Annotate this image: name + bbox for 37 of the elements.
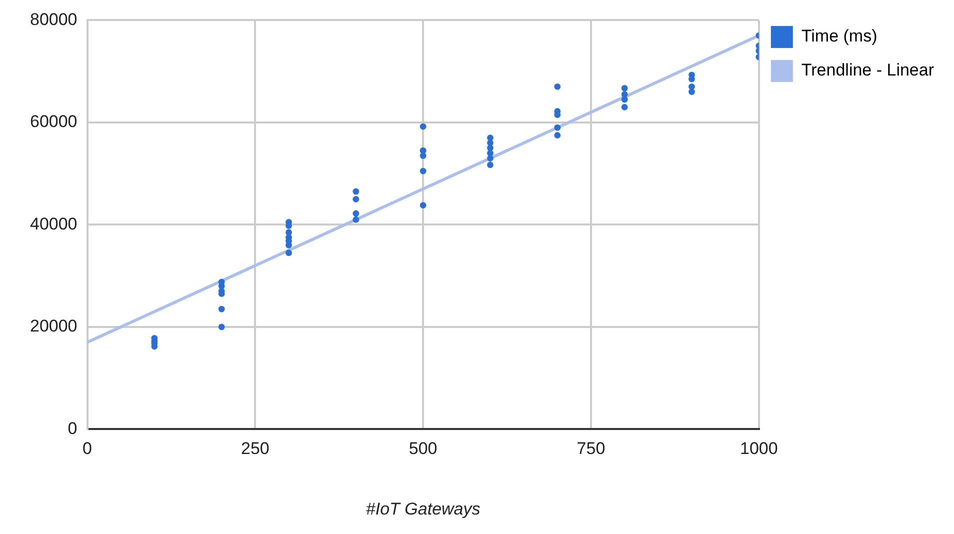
legend-label: Trendline - Linear bbox=[801, 60, 934, 80]
y-tick-label: 60000 bbox=[30, 112, 78, 132]
y-tick-label: 40000 bbox=[30, 214, 78, 234]
point bbox=[487, 162, 494, 168]
x-tick-label: 0 bbox=[82, 439, 92, 458]
point bbox=[554, 132, 561, 138]
point bbox=[420, 123, 426, 130]
point bbox=[487, 140, 494, 146]
x-tick-label: 1000 bbox=[740, 439, 778, 458]
point bbox=[420, 168, 426, 174]
x-tick-label: 500 bbox=[408, 439, 438, 458]
point bbox=[352, 216, 360, 223]
y-tick-label: 80000 bbox=[30, 10, 78, 29]
x-tick-label: 750 bbox=[576, 439, 606, 458]
point bbox=[286, 250, 292, 256]
point bbox=[420, 202, 426, 208]
point bbox=[218, 306, 225, 312]
point bbox=[688, 88, 695, 95]
point bbox=[487, 155, 494, 162]
point bbox=[554, 124, 561, 131]
x-tick-label: 250 bbox=[240, 439, 270, 458]
point bbox=[218, 324, 225, 330]
point bbox=[621, 104, 628, 110]
point bbox=[352, 210, 360, 217]
point bbox=[688, 76, 695, 82]
y-tick-label: 20000 bbox=[30, 316, 78, 336]
x-axis-title: #IoT Gateways bbox=[366, 500, 481, 519]
point bbox=[554, 83, 561, 90]
legend-label: Time (ms) bbox=[801, 26, 878, 46]
point bbox=[487, 144, 494, 152]
point bbox=[352, 188, 360, 195]
point bbox=[286, 229, 292, 236]
point bbox=[352, 196, 360, 202]
point bbox=[420, 152, 426, 159]
point bbox=[621, 96, 628, 103]
point bbox=[621, 84, 628, 92]
y-tick-label: 0 bbox=[68, 418, 78, 438]
